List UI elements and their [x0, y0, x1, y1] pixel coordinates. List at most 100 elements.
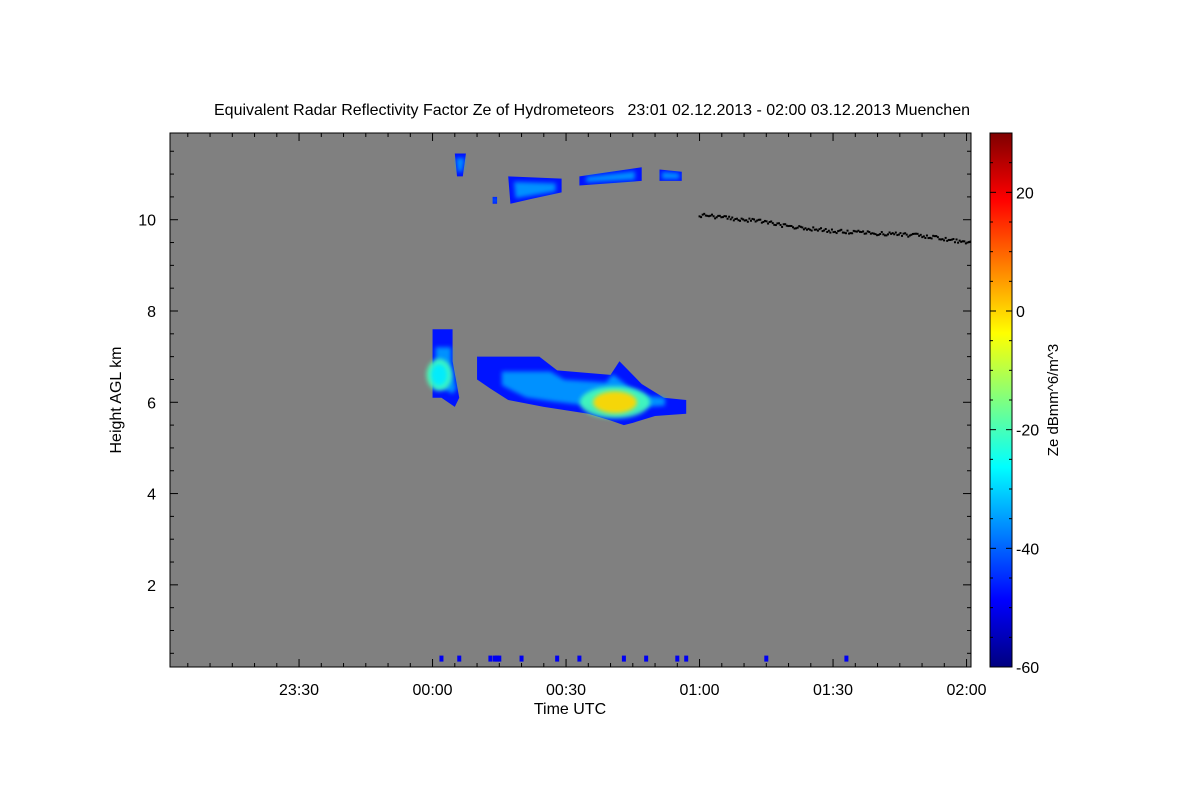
ground-clutter-speck [577, 655, 582, 662]
cloud-base-dot [941, 238, 944, 241]
cloud-base-dot [855, 230, 858, 233]
cloud-base-dot [1035, 242, 1037, 244]
cloud-base-dot [765, 220, 768, 223]
cloud-base-dot [904, 232, 907, 235]
cloud-base-dot [1066, 238, 1068, 240]
cloud-base-dot [821, 230, 824, 233]
cloud-base-dot [1016, 243, 1018, 245]
cloud-base-dot [973, 242, 975, 244]
cloud-base-dot [955, 238, 958, 241]
cloud-base-dot [770, 220, 773, 223]
cloud-base-dot [809, 228, 812, 231]
cloud-base-dot [829, 231, 832, 234]
cloud-base-dot [810, 229, 813, 232]
cloud-base-dot [840, 228, 843, 231]
cloud-base-dot [960, 240, 963, 243]
colorbar-label: Ze dBmm^6/m^3 [1045, 344, 1062, 456]
cloud-base-dot [1175, 230, 1177, 232]
x-tick-label: 02:00 [947, 682, 987, 699]
cloud-base-dot [969, 240, 971, 243]
cloud-base-dot [1160, 228, 1162, 230]
cloud-base-dot [1178, 231, 1180, 233]
lower-cloud-main-core [593, 391, 637, 414]
cloud-base-dot [949, 238, 952, 241]
cloud-base-dot [957, 241, 960, 244]
cloud-base-dot [1074, 234, 1076, 236]
cloud-base-dot [843, 231, 846, 234]
cloud-base-dot [701, 213, 704, 216]
cloud-base-dot [921, 236, 924, 239]
colorbar-tick-label: 0 [1016, 304, 1025, 321]
y-tick-label: 2 [147, 578, 156, 595]
cloud-base-dot [1155, 228, 1157, 230]
cloud-base-dot [1085, 234, 1087, 236]
cloud-base-dot [1068, 237, 1070, 239]
cloud-base-dot [1152, 226, 1154, 228]
cloud-base-dot [876, 234, 879, 237]
cloud-base-dot [807, 227, 810, 230]
cloud-base-dot [743, 219, 746, 222]
cloud-base-dot [1142, 224, 1144, 226]
cloud-base-dot [1105, 229, 1107, 231]
cloud-base-dot [910, 233, 913, 236]
x-axis-ticks: 23:30 00:00 00:30 01:00 01:30 02:00 [187, 133, 987, 699]
ground-clutter-speck [675, 655, 680, 662]
colorbar-ticks: -60 -40 -20 0 20 [990, 162, 1039, 677]
cloud-base-dot [832, 231, 835, 234]
cloud-base-dot [723, 215, 726, 218]
cloud-base-dot [739, 219, 742, 222]
cloud-base-dot [1184, 230, 1186, 232]
cloud-base-dot [706, 214, 709, 217]
upper-cloud-a [454, 153, 466, 177]
cloud-base-dot [745, 219, 748, 222]
cloud-base-dot [1108, 227, 1110, 229]
cloud-base-dot [1061, 237, 1063, 239]
cloud-base-dot [918, 234, 921, 237]
lower-cloud-left [426, 329, 460, 407]
cloud-base-dot [1088, 231, 1090, 233]
ground-clutter-layer [439, 655, 849, 662]
y-tick-label: 8 [147, 304, 156, 321]
y-tick-label: 4 [147, 487, 156, 504]
cloud-base-dot [1080, 235, 1082, 237]
cloud-base-dot [935, 235, 938, 238]
upper-cloud-e-inner [493, 198, 497, 203]
cloud-base-dot [796, 226, 799, 229]
cloud-base-dot [862, 230, 865, 233]
ground-clutter-speck [495, 655, 500, 662]
cloud-base-dot [963, 240, 966, 243]
cloud-base-dot [1147, 227, 1149, 229]
cloud-base-dot [837, 230, 840, 233]
cloud-base-dot [946, 239, 949, 242]
cloud-base-dot [1195, 233, 1197, 235]
cloud-base-dot [1158, 226, 1160, 228]
cloud-base-dot [869, 232, 872, 235]
cloud-base-dot [919, 233, 922, 236]
x-tick-label: 00:00 [413, 682, 453, 699]
cloud-base-dot [1065, 238, 1067, 240]
cloud-base-dot [1069, 235, 1071, 237]
cloud-base-dot [944, 236, 947, 239]
cloud-base-dot [927, 237, 930, 240]
cloud-base-dot [841, 231, 844, 234]
cloud-base-dot [911, 232, 914, 235]
cloud-base-dot [1075, 233, 1077, 235]
upper-cloud-a-inner [455, 158, 465, 172]
cloud-base-dot [1093, 233, 1095, 235]
ground-clutter-speck [492, 655, 497, 662]
cloud-base-dot [835, 232, 838, 235]
cloud-base-dot [714, 217, 717, 220]
cloud-base-dot [938, 238, 941, 241]
cloud-base-dot [1186, 231, 1188, 233]
ground-clutter-speck [621, 655, 626, 662]
cloud-base-dot [958, 239, 961, 242]
ground-clutter-speck [844, 655, 849, 662]
cloud-base-dot [1122, 229, 1124, 231]
cloud-base-dot [1114, 228, 1116, 230]
cloud-base-dot [704, 214, 707, 217]
cloud-base-dot [1167, 229, 1169, 231]
cloud-base-dot [1091, 231, 1093, 233]
cloud-base-dot [795, 227, 798, 230]
cloud-base-dot [1097, 230, 1099, 232]
